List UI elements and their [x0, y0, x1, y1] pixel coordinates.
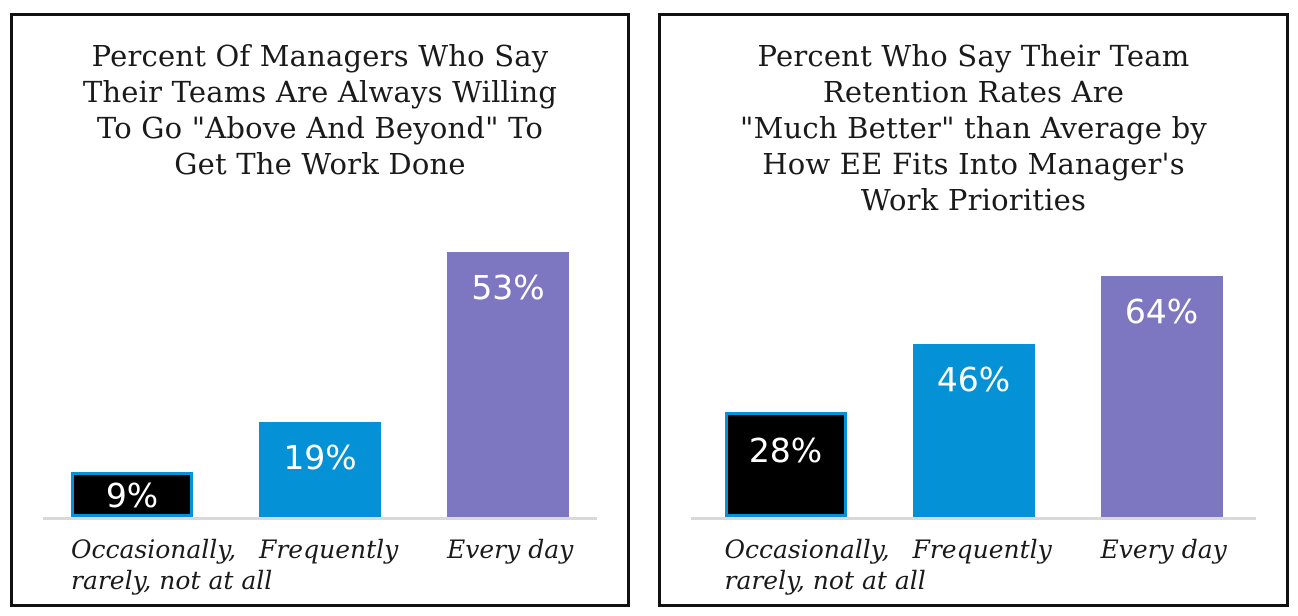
chart-panel-right: Percent Who Say Their Team Retention Rat…: [658, 13, 1289, 607]
chart-panel-left: Percent Of Managers Who Say Their Teams …: [10, 13, 630, 607]
bar-value-label: 46%: [936, 360, 1011, 399]
category-label: Occasionally, rarely, not at all: [71, 535, 273, 595]
category-labels-right: Occasionally, rarely, not at all Frequent…: [661, 534, 1286, 602]
category-label: Frequently: [259, 535, 399, 564]
bar: 64%: [1100, 276, 1223, 517]
chart-title-left: Percent Of Managers Who Say Their Teams …: [82, 39, 558, 181]
bars-group-left: 9% 19% 53%: [13, 252, 627, 517]
bars-group-right: 28% 46% 64%: [661, 276, 1286, 517]
spacer: [13, 182, 627, 252]
chart-title-right: Percent Who Say Their Team Retention Rat…: [740, 39, 1207, 217]
bar: 53%: [447, 252, 569, 517]
plot-area-right: 28% 46% 64% Occasionally, rarely, not at a…: [661, 276, 1286, 604]
bar-value-label: 19%: [283, 438, 357, 477]
bar: 19%: [259, 422, 381, 517]
category-label: Occasionally, rarely, not at all: [724, 535, 926, 595]
x-axis-line-left: [43, 517, 597, 520]
category-labels-left: Occasionally, rarely, not at all Frequent…: [13, 534, 627, 602]
bar-value-label: 53%: [471, 268, 545, 307]
bar-value-label: 64%: [1124, 292, 1199, 331]
bar: 9%: [71, 472, 193, 517]
x-axis-line-right: [691, 517, 1256, 520]
bar: 46%: [912, 344, 1035, 517]
spacer: [661, 218, 1286, 276]
category-label: Every day: [447, 535, 574, 564]
bar-value-label: 28%: [748, 431, 823, 470]
bar: 28%: [724, 412, 847, 517]
category-label: Frequently: [912, 535, 1052, 564]
category-label: Every day: [1100, 535, 1227, 564]
plot-area-left: 9% 19% 53% Occasionally, rarely, not at al…: [13, 252, 627, 604]
bar-value-label: 9%: [105, 476, 159, 515]
